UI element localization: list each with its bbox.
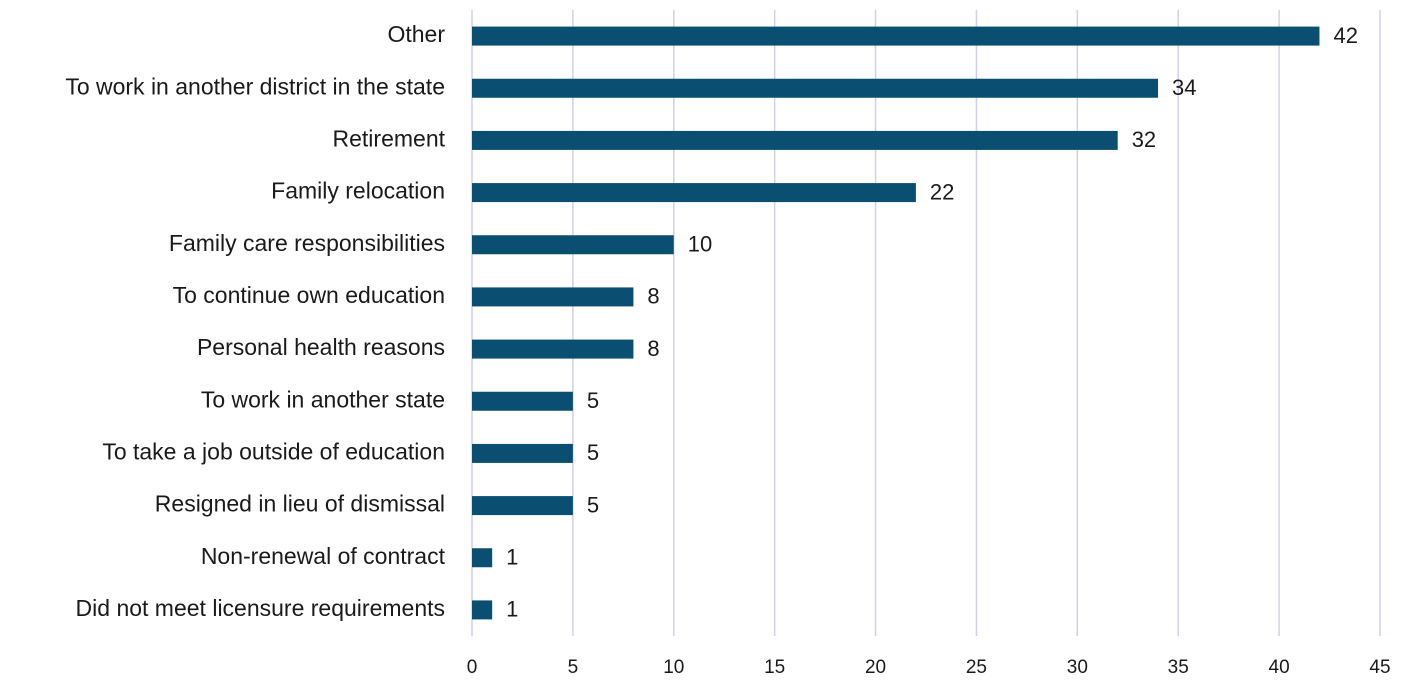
x-tick-label: 25	[966, 657, 987, 678]
y-tick-label: Other	[387, 21, 445, 47]
y-tick-label: Retirement	[333, 125, 446, 151]
data-label: 42	[1333, 23, 1357, 48]
data-label: 10	[688, 232, 712, 257]
bar	[472, 130, 1118, 150]
y-tick-label: To work in another district in the state	[65, 73, 445, 99]
bar	[472, 78, 1159, 98]
x-tick-label: 30	[1067, 657, 1088, 678]
y-tick-label: To continue own education	[173, 282, 445, 308]
y-tick-label: Did not meet licensure requirements	[76, 595, 445, 621]
data-label: 22	[930, 179, 954, 204]
bar	[472, 235, 674, 255]
y-tick-label: Family relocation	[271, 178, 445, 204]
data-label: 5	[587, 388, 599, 413]
bar	[472, 26, 1320, 46]
x-tick-label: 15	[764, 657, 785, 678]
x-tick-label: 20	[865, 657, 886, 678]
x-tick-label: 45	[1369, 657, 1390, 678]
bar	[472, 548, 493, 568]
y-tick-label: Non-renewal of contract	[201, 543, 446, 569]
x-tick-label: 35	[1168, 657, 1189, 678]
x-tick-label: 5	[568, 657, 579, 678]
y-tick-label: Resigned in lieu of dismissal	[155, 491, 445, 517]
bar	[472, 443, 573, 463]
x-tick-label: 40	[1269, 657, 1290, 678]
data-label: 1	[506, 545, 518, 570]
y-tick-label: To work in another state	[201, 386, 445, 412]
bar	[472, 600, 493, 620]
bar	[472, 339, 634, 359]
data-label: 5	[587, 492, 599, 517]
x-tick-label: 0	[467, 657, 478, 678]
y-tick-label: Family care responsibilities	[169, 230, 445, 256]
y-tick-label: Personal health reasons	[197, 334, 445, 360]
y-tick-label: To take a job outside of education	[102, 438, 445, 464]
data-label: 8	[647, 336, 659, 361]
bar	[472, 391, 573, 411]
bar	[472, 496, 573, 516]
data-label: 8	[647, 284, 659, 309]
data-label: 32	[1132, 127, 1156, 152]
x-tick-label: 10	[663, 657, 684, 678]
data-label: 5	[587, 440, 599, 465]
data-label: 34	[1172, 75, 1196, 100]
data-label: 1	[506, 597, 518, 622]
bar	[472, 287, 634, 307]
bar	[472, 183, 916, 203]
